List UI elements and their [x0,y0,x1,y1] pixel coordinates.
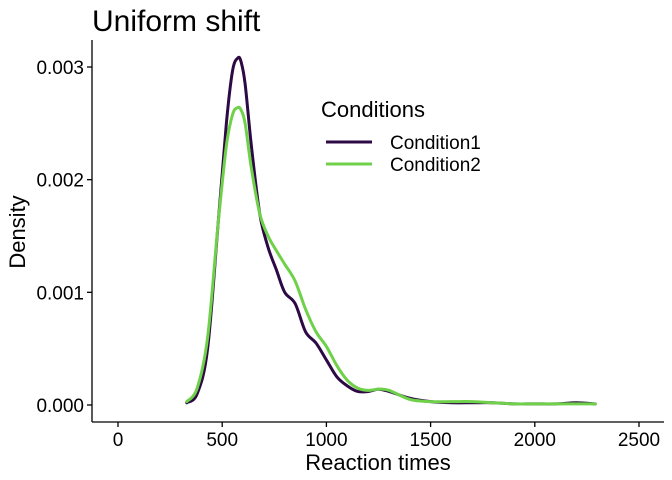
y-tick-label: 0.002 [36,171,84,192]
series-line-2 [185,105,597,406]
y-tick-label: 0.003 [36,58,84,79]
x-axis-ticks: 0 500 1000 1500 2000 2500 [113,422,660,451]
chart-title: Uniform shift [92,5,261,38]
y-axis-ticks: 0.000 0.001 0.002 0.003 [36,58,92,417]
y-axis-title: Density [5,195,30,268]
x-tick-label: 2000 [514,430,556,451]
legend-title: Conditions [321,97,425,122]
x-tick-label: 2500 [618,430,660,451]
x-tick-label: 1500 [409,430,451,451]
x-tick-label: 1000 [305,430,347,451]
x-tick-label: 0 [113,430,124,451]
legend-label-2: Condition2 [390,155,481,176]
series-group [185,55,597,406]
x-tick-label: 500 [206,430,238,451]
x-axis-title: Reaction times [305,450,451,475]
y-tick-label: 0.000 [36,396,84,417]
legend-label-1: Condition1 [390,133,481,154]
y-tick-label: 0.001 [36,283,84,304]
